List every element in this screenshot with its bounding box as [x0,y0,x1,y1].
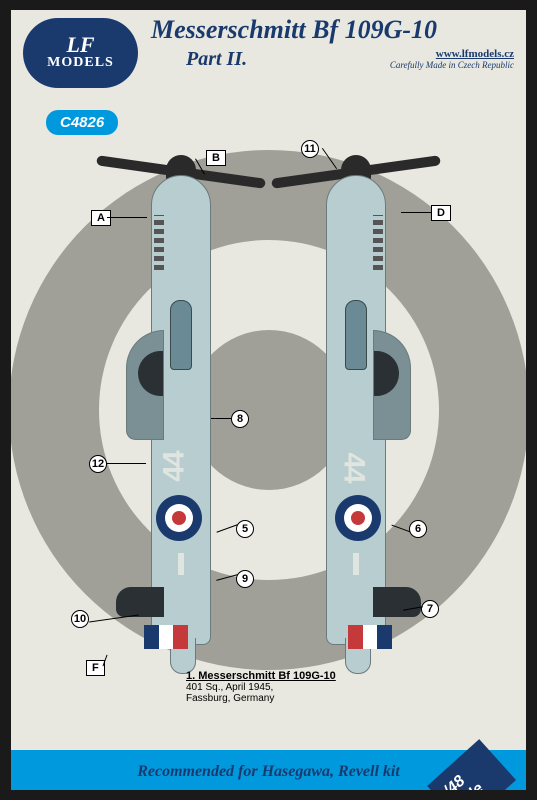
canopy [170,300,192,370]
fin-flash [348,625,392,649]
aircraft-port-side: 44 [106,135,256,665]
callout-9: 9 [236,570,254,588]
callout-7: 7 [421,600,439,618]
fuselage-code: 44 [337,452,371,481]
fuselage-code: 44 [158,452,192,481]
callout-F: F [86,660,105,676]
footer-recommended: Recommended for Hasegawa, Revell kit [137,763,400,781]
fuselage-code-dash [353,553,359,575]
fin-flash [144,625,188,649]
fuselage-roundel [156,495,202,541]
wing-root [373,330,411,440]
caption-line-2: Fassburg, Germany [186,693,336,704]
callout-8: 8 [231,410,249,428]
website-url: www.lfmodels.cz [390,48,514,60]
logo-text-bottom: MODELS [47,55,114,71]
caption-line-1: 401 Sq., April 1945, [186,682,336,693]
product-subtitle: Part II. [186,48,247,71]
callout-10: 10 [71,610,89,628]
callout-6: 6 [409,520,427,538]
caption-title: 1. Messerschmitt Bf 109G-10 [186,670,336,682]
brand-logo: LF MODELS [23,18,138,88]
tailplane [116,587,164,617]
page: LF MODELS Messerschmitt Bf 109G-10 Part … [11,10,526,790]
callout-A: A [91,210,111,226]
tailplane [373,587,421,617]
product-title: Messerschmitt Bf 109G-10 [151,15,437,45]
callout-B: B [206,150,226,166]
product-code-badge: C4826 [46,110,118,135]
fuselage-code-dash [178,553,184,575]
website-tagline: Carefully Made in Czech Republic [390,60,514,70]
exhaust-stacks [154,215,164,270]
canopy [345,300,367,370]
background-roundel-watermark [11,150,526,670]
callout-12: 12 [89,455,107,473]
callout-11: 11 [301,140,319,158]
scheme-caption: 1. Messerschmitt Bf 109G-10 401 Sq., Apr… [186,670,336,704]
header: LF MODELS Messerschmitt Bf 109G-10 Part … [11,10,526,100]
wing-root [126,330,164,440]
aircraft-starboard-side: 44 [281,135,431,665]
exhaust-stacks [373,215,383,270]
callout-5: 5 [236,520,254,538]
website-block: www.lfmodels.cz Carefully Made in Czech … [390,48,514,70]
fuselage-roundel [335,495,381,541]
logo-text-top: LF [66,35,94,55]
callout-D: D [431,205,451,221]
